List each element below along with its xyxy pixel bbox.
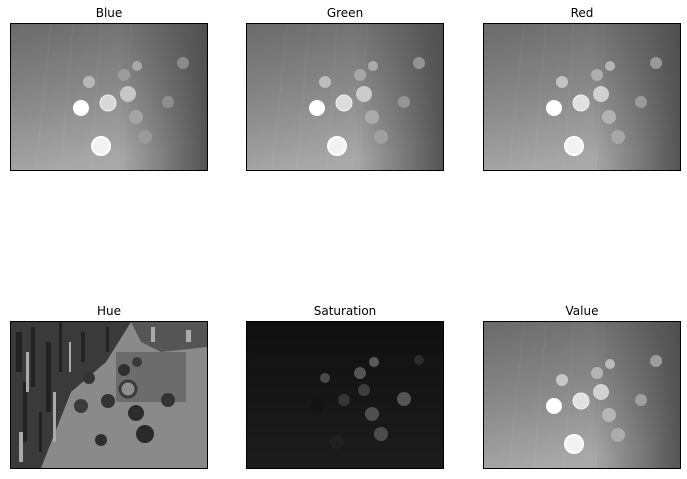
panel-saturation: Saturation xyxy=(246,304,444,471)
panel-title: Blue xyxy=(95,6,123,20)
image-red-channel xyxy=(483,23,681,171)
panel-title: Green xyxy=(326,6,364,20)
panel-title: Hue xyxy=(96,304,121,318)
panel-title: Red xyxy=(570,6,594,20)
image-blue-channel xyxy=(10,23,208,171)
image-value-channel xyxy=(483,321,681,469)
panel-hue: Hue xyxy=(10,304,208,471)
panel-green: Green xyxy=(246,6,444,173)
panel-title: Value xyxy=(565,304,599,318)
panel-red: Red xyxy=(483,6,681,173)
panel-value: Value xyxy=(483,304,681,471)
panel-blue: Blue xyxy=(10,6,208,173)
panel-title: Saturation xyxy=(313,304,377,318)
image-green-channel xyxy=(246,23,444,171)
image-saturation-channel xyxy=(246,321,444,469)
image-hue-channel xyxy=(10,321,208,469)
